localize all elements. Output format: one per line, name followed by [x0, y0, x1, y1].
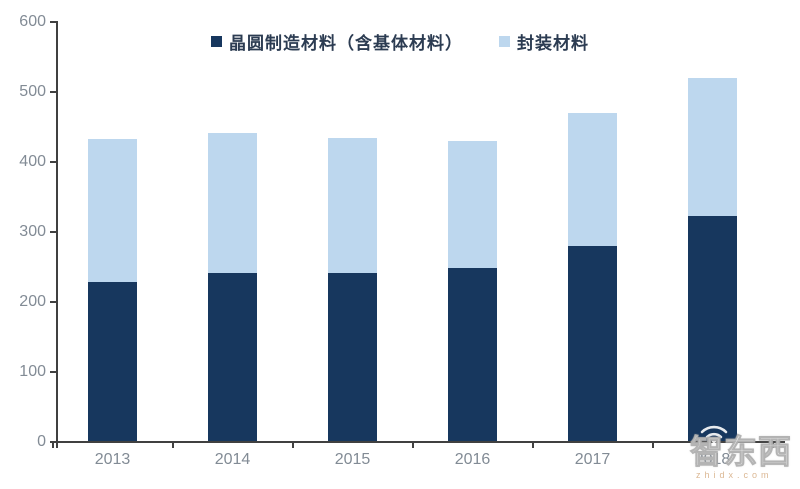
bar-2015-segment-0: [328, 273, 377, 441]
x-axis-tick: [531, 443, 534, 448]
bar-2015-segment-1: [328, 137, 377, 273]
y-axis-tick: [50, 231, 56, 233]
x-axis-tick: [411, 443, 414, 448]
bar-2013-segment-1: [88, 139, 137, 283]
y-axis-line: [56, 21, 58, 448]
x-tick-label: 2013: [94, 451, 131, 468]
legend-swatch-icon: [211, 35, 222, 47]
y-axis-tick: [50, 21, 56, 23]
y-tick-label: 600: [19, 13, 46, 30]
x-tick-label: 2015: [334, 451, 371, 468]
bar-2016-segment-1: [448, 140, 497, 269]
y-tick-label: 200: [19, 293, 46, 310]
y-tick-label: 300: [19, 223, 46, 240]
bar-2018-segment-1: [688, 77, 737, 216]
x-axis-line: [54, 441, 785, 443]
x-tick-label: 2017: [574, 451, 611, 468]
x-axis-tick: [771, 443, 774, 448]
x-axis-tick: [291, 443, 294, 448]
legend-item-1: 封装材料: [499, 29, 589, 54]
bar-2018-segment-0: [688, 215, 737, 441]
bar-2014-segment-1: [208, 133, 257, 273]
bar-2013-segment-0: [88, 282, 137, 441]
y-axis-tick: [50, 301, 56, 303]
bar-2014-segment-0: [208, 273, 257, 441]
x-tick-label: 2016: [454, 451, 491, 468]
legend-item-0: 晶圆制造材料（含基体材料）: [211, 29, 463, 54]
legend: 晶圆制造材料（含基体材料） 封装材料: [0, 28, 800, 54]
x-axis-tick: [51, 443, 54, 448]
y-axis-tick: [50, 371, 56, 373]
y-tick-label: 500: [19, 83, 46, 100]
bar-2016-segment-0: [448, 268, 497, 441]
legend-swatch-icon: [499, 35, 510, 47]
y-tick-label: 0: [37, 433, 46, 450]
bar-2017-segment-0: [568, 246, 617, 441]
y-axis-tick: [50, 441, 56, 443]
y-tick-label: 100: [19, 363, 46, 380]
x-axis-tick: [171, 443, 174, 448]
x-axis-tick: [651, 443, 654, 448]
legend-label: 封装材料: [517, 33, 589, 54]
y-axis-tick: [50, 161, 56, 163]
bar-2017-segment-1: [568, 112, 617, 247]
y-axis-tick: [50, 91, 56, 93]
y-tick-label: 400: [19, 153, 46, 170]
legend-label: 晶圆制造材料（含基体材料）: [229, 33, 463, 54]
x-tick-label: 2018: [694, 451, 731, 468]
x-tick-label: 2014: [214, 451, 251, 468]
